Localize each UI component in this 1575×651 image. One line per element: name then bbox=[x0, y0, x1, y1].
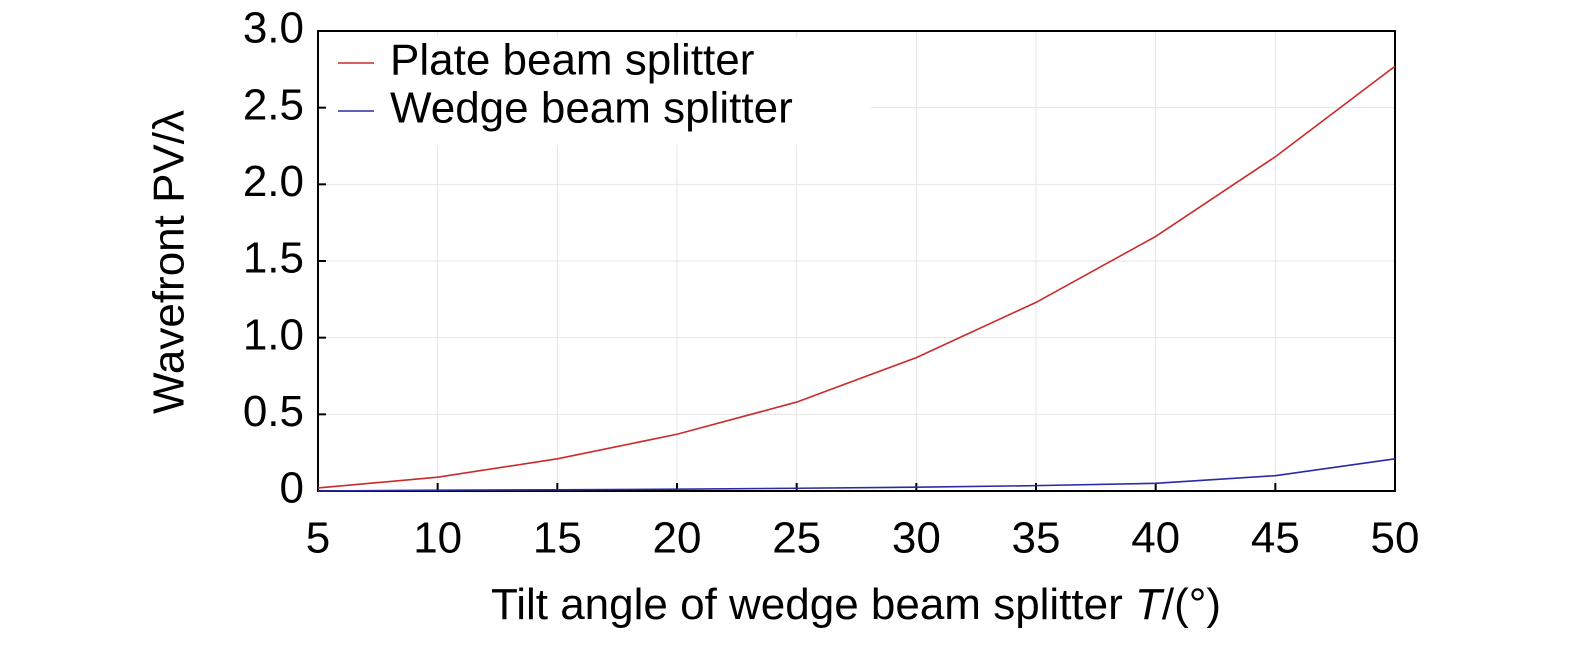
x-axis-label: Tilt angle of wedge beam splitter T/(°) bbox=[491, 580, 1221, 629]
y-tick-label: 2.0 bbox=[243, 157, 304, 206]
x-tick-label: 25 bbox=[772, 514, 821, 563]
series-line bbox=[317, 458, 1396, 492]
x-tick-label: 15 bbox=[533, 514, 582, 563]
plot-frame bbox=[317, 30, 1396, 492]
legend-label: Plate beam splitter bbox=[390, 36, 754, 85]
series-line bbox=[317, 65, 1396, 489]
x-tick-label: 10 bbox=[413, 514, 462, 563]
x-axis-label-part: /(°) bbox=[1162, 580, 1221, 629]
x-tick-label: 40 bbox=[1131, 514, 1180, 563]
x-axis-label-part: T bbox=[1135, 580, 1165, 629]
y-axis-label: Wavefront PV/λ bbox=[145, 110, 194, 414]
y-tick-label: 3.0 bbox=[243, 4, 304, 53]
y-tick-label: 2.5 bbox=[243, 80, 304, 129]
y-tick-label: 0.5 bbox=[243, 387, 304, 436]
x-tick-label: 45 bbox=[1251, 514, 1300, 563]
y-tick-label: 0 bbox=[280, 464, 304, 513]
x-tick-label: 5 bbox=[306, 514, 330, 563]
x-tick-label: 30 bbox=[892, 514, 941, 563]
legend-box bbox=[326, 37, 871, 145]
x-tick-label: 50 bbox=[1371, 514, 1420, 563]
x-axis-label-part: Tilt angle of wedge beam splitter bbox=[491, 580, 1135, 629]
x-tick-label: 20 bbox=[653, 514, 702, 563]
y-tick-label: 1.0 bbox=[243, 310, 304, 359]
x-tick-label: 35 bbox=[1012, 514, 1061, 563]
legend-label: Wedge beam splitter bbox=[390, 84, 793, 133]
y-tick-label: 1.5 bbox=[243, 234, 304, 283]
